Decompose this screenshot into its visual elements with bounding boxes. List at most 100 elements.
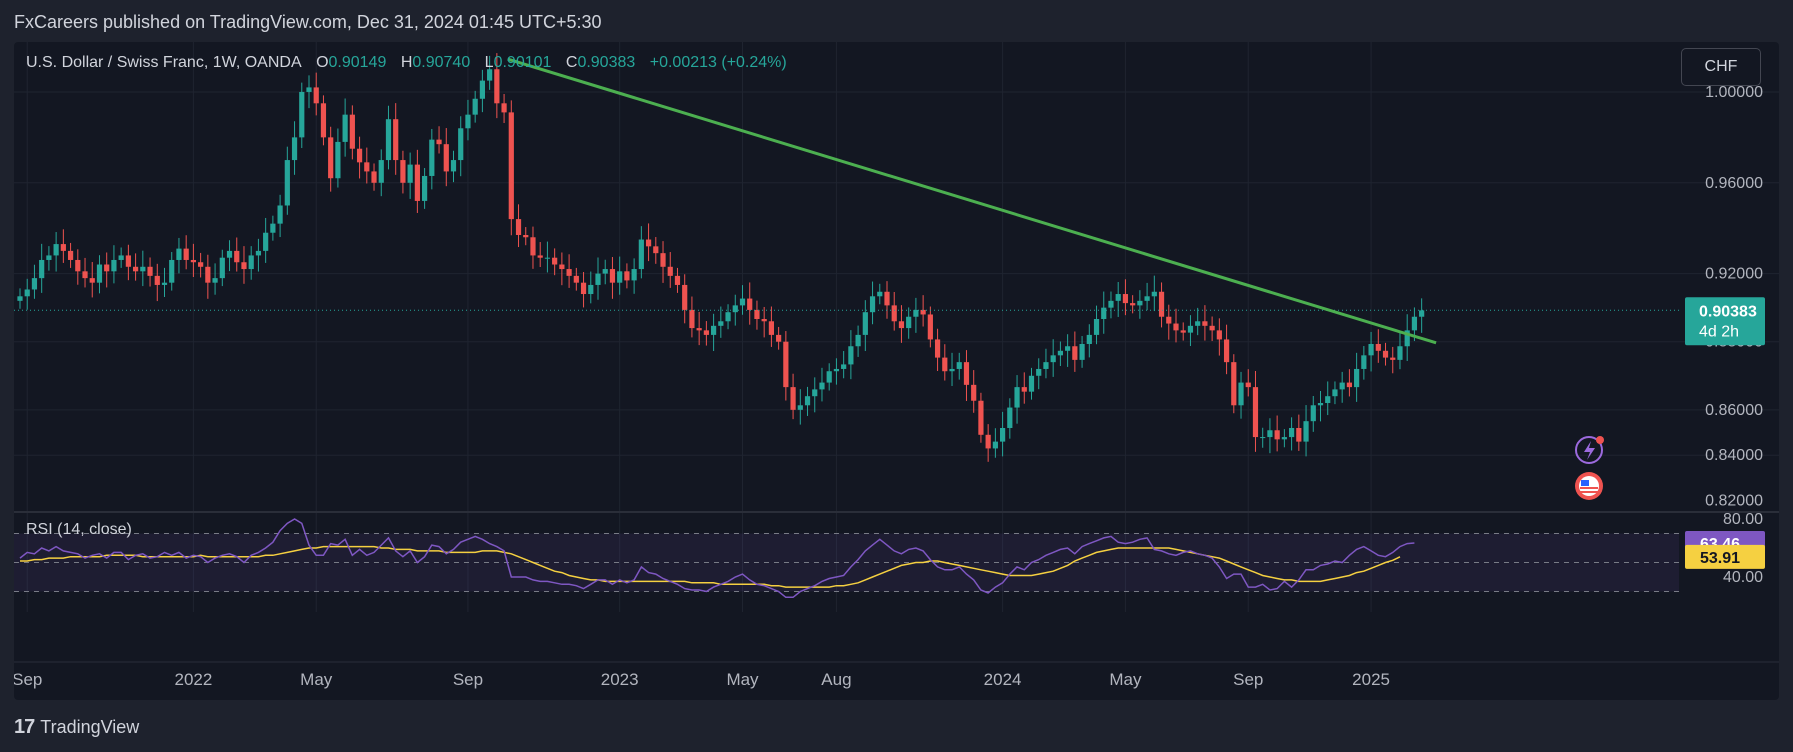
- candle-body-159: [1166, 316, 1172, 324]
- candle-body-31: [241, 262, 247, 270]
- candle-body-136: [1000, 427, 1006, 442]
- price-chart[interactable]: 1.000000.960000.920000.880000.860000.840…: [14, 42, 1779, 700]
- candle-body-112: [826, 371, 832, 383]
- rsi-title[interactable]: RSI (14, close): [26, 521, 132, 538]
- candle-body-83: [617, 271, 623, 283]
- lightning-icon: [1575, 436, 1603, 464]
- candle-body-27: [212, 278, 218, 283]
- candle-body-28: [219, 257, 225, 279]
- candle-body-131: [963, 362, 970, 385]
- candle-body-0: [17, 296, 23, 301]
- candle-body-174: [1274, 430, 1280, 440]
- candle-body-142: [1043, 362, 1049, 369]
- price-tick-1: 0.96000: [1705, 175, 1763, 192]
- axes: 1.000000.960000.920000.880000.860000.840…: [14, 84, 1763, 689]
- candle-body-7: [67, 250, 74, 260]
- candle-body-8: [75, 259, 81, 272]
- candle-body-95: [703, 330, 709, 335]
- candle-body-81: [602, 269, 608, 274]
- candle-body-166: [1216, 330, 1222, 340]
- candle-body-67: [501, 103, 507, 113]
- high-label: H: [400, 54, 413, 71]
- candle-body-97: [718, 321, 724, 326]
- candle-body-75: [559, 264, 565, 270]
- candle-body-143: [1050, 355, 1056, 363]
- candle-body-192: [1404, 330, 1410, 347]
- candle-body-53: [400, 160, 406, 183]
- candle-body-146: [1072, 346, 1078, 360]
- candle-body-156: [1144, 296, 1150, 301]
- candle-body-82: [609, 269, 616, 283]
- candle-body-181: [1325, 396, 1331, 404]
- candle-body-160: [1173, 323, 1179, 331]
- candle-body-158: [1158, 291, 1165, 317]
- footer-brand[interactable]: 17 TradingView: [14, 716, 139, 739]
- candle-body-175: [1281, 437, 1287, 440]
- candle-body-190: [1390, 357, 1396, 360]
- candle-body-11: [96, 264, 103, 283]
- candle-body-141: [1036, 368, 1042, 376]
- candle-body-68: [508, 112, 514, 220]
- candle-body-73: [544, 257, 551, 259]
- candle-body-151: [1108, 300, 1114, 308]
- candle-body-187: [1368, 343, 1374, 356]
- candle-body-180: [1317, 403, 1324, 406]
- candle-body-12: [104, 264, 110, 272]
- candle-body-21: [169, 259, 175, 283]
- candle-body-63: [472, 98, 478, 115]
- candle-body-50: [378, 160, 384, 183]
- candle-body-91: [674, 275, 681, 285]
- candle-body-71: [530, 237, 536, 256]
- price-tick-5: 0.84000: [1705, 447, 1763, 464]
- candle-body-168: [1231, 362, 1237, 406]
- currency-button[interactable]: CHF: [1681, 48, 1761, 86]
- candle-body-155: [1137, 300, 1143, 306]
- candle-body-85: [631, 269, 637, 281]
- candle-body-144: [1057, 350, 1063, 356]
- close-label: C: [565, 54, 578, 71]
- candle-body-34: [263, 232, 269, 251]
- candle-body-116: [855, 334, 861, 347]
- lightning-bolt-icon: [1584, 441, 1595, 460]
- candle-body-1: [24, 289, 30, 297]
- candle-body-119: [877, 291, 883, 297]
- time-tick-5: May: [726, 670, 759, 689]
- candle-body-133: [978, 400, 984, 435]
- candle-body-115: [848, 346, 854, 365]
- candle-body-110: [812, 389, 818, 397]
- candle-body-103: [761, 319, 767, 322]
- candle-body-137: [1007, 407, 1013, 428]
- candle-body-173: [1267, 430, 1273, 438]
- candle-body-19: [154, 275, 160, 285]
- candle-body-139: [1021, 387, 1027, 392]
- candle-body-185: [1354, 368, 1360, 388]
- candle-body-62: [465, 114, 471, 129]
- candle-body-40: [306, 87, 312, 92]
- candle-body-108: [797, 405, 803, 410]
- candle-body-74: [552, 257, 558, 265]
- symbol-legend: U.S. Dollar / Swiss Franc, 1W, OANDA O0.…: [26, 54, 797, 72]
- change-value: +0.00213 (+0.24%): [649, 54, 787, 71]
- symbol-name[interactable]: U.S. Dollar / Swiss Franc, 1W, OANDA: [26, 54, 302, 71]
- candle-body-61: [458, 128, 464, 161]
- candle-body-178: [1303, 421, 1309, 442]
- candle-body-41: [313, 87, 319, 104]
- candle-body-96: [711, 325, 717, 335]
- candle-body-193: [1411, 316, 1418, 331]
- candle-body-46: [349, 114, 355, 149]
- candle-body-179: [1310, 405, 1316, 422]
- candle-body-113: [833, 368, 840, 372]
- time-tick-1: 2022: [174, 670, 212, 689]
- candle-body-132: [971, 384, 977, 401]
- candle-body-93: [689, 309, 695, 329]
- close-value: 0.90383: [577, 54, 636, 71]
- candle-body-186: [1361, 355, 1367, 369]
- chart-panel[interactable]: 1.000000.960000.920000.880000.860000.840…: [14, 42, 1779, 700]
- candle-body-177: [1296, 427, 1302, 442]
- trendline-layer: [507, 57, 1437, 345]
- candle-body-37: [284, 160, 290, 206]
- candle-body-6: [60, 244, 66, 251]
- notification-dot-icon: [1596, 436, 1604, 444]
- candle-body-45: [342, 114, 348, 142]
- candle-body-26: [205, 266, 211, 283]
